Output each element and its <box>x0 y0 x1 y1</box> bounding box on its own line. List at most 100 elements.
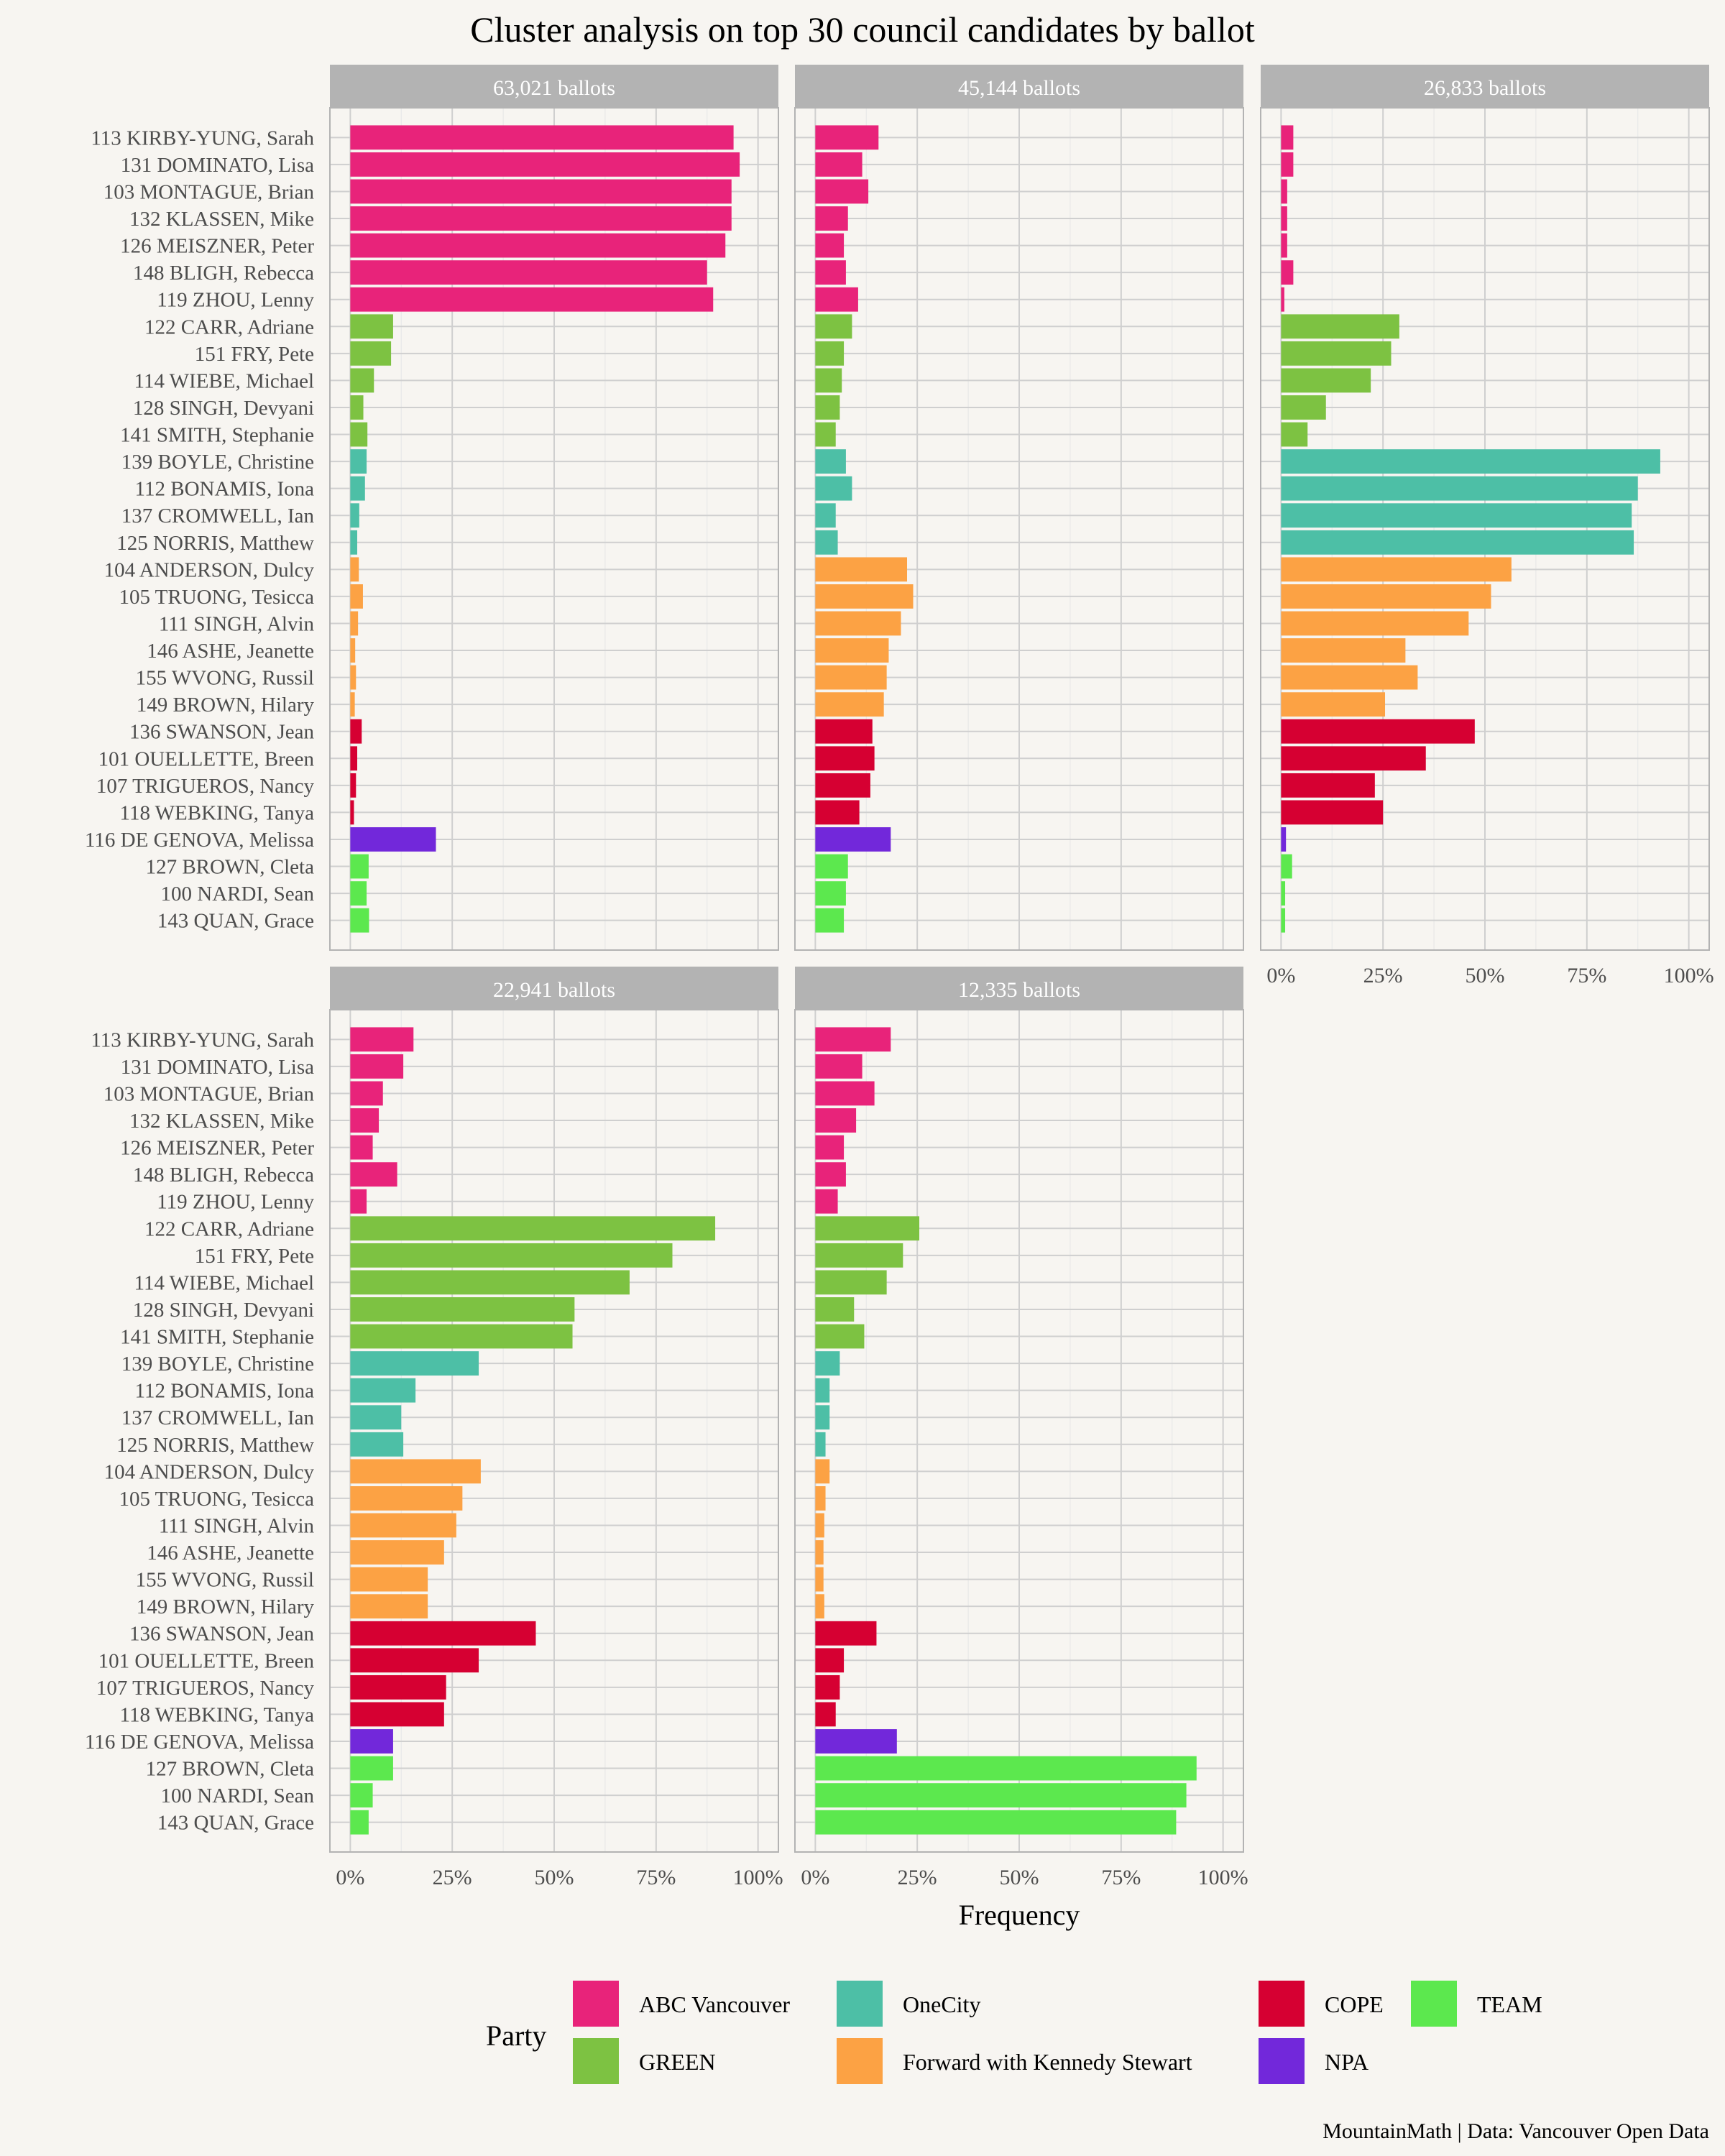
legend-key <box>1259 2038 1305 2084</box>
y-tick-label: 136 SWANSON, Jean <box>129 721 314 744</box>
x-tick-label: 50% <box>1000 1866 1039 1889</box>
bar <box>350 611 359 636</box>
bar <box>815 1378 830 1403</box>
y-tick-label: 126 MEISZNER, Peter <box>120 235 314 258</box>
y-tick-label: 112 BONAMIS, Iona <box>135 1380 315 1403</box>
bar <box>1281 314 1399 339</box>
y-tick-label: 112 BONAMIS, Iona <box>135 478 315 501</box>
bar <box>815 1540 824 1565</box>
y-tick-label: 113 KIRBY-YUNG, Sarah <box>91 126 314 149</box>
bar <box>350 1189 367 1214</box>
bar <box>1281 800 1384 825</box>
bar <box>350 665 356 690</box>
bar <box>350 287 714 312</box>
bar <box>1281 368 1371 393</box>
bar <box>815 584 914 609</box>
bar <box>350 1216 716 1241</box>
x-tick-label: 50% <box>1466 964 1505 987</box>
bar <box>815 1486 826 1511</box>
legend-title: Party <box>486 2019 546 2052</box>
bar <box>350 908 369 933</box>
bar <box>815 1108 857 1133</box>
y-tick-label: 105 TRUONG, Tesicca <box>119 586 314 609</box>
bar <box>350 1297 575 1322</box>
x-tick-label: 75% <box>636 1866 676 1889</box>
y-tick-label: 149 BROWN, Hilary <box>137 694 315 717</box>
y-tick-label: 101 OUELLETTE, Breen <box>98 1649 315 1672</box>
bar <box>815 206 848 231</box>
y-tick-label: 136 SWANSON, Jean <box>129 1623 314 1646</box>
y-tick-label: 116 DE GENOVA, Melissa <box>85 1731 314 1754</box>
bar <box>815 665 887 690</box>
bar <box>1281 449 1660 474</box>
bar <box>350 1513 456 1538</box>
legend-key <box>573 2038 619 2084</box>
bar <box>350 1674 446 1700</box>
bar <box>1281 584 1491 609</box>
legend-key <box>837 2038 883 2084</box>
facet-strip <box>795 967 1243 1010</box>
panel-border <box>794 107 1244 951</box>
bar <box>1281 881 1286 906</box>
bar <box>1281 422 1308 447</box>
bar <box>350 1378 416 1403</box>
bar <box>350 692 355 717</box>
y-tick-label: 127 BROWN, Cleta <box>146 1758 315 1781</box>
y-tick-label: 151 FRY, Pete <box>195 343 314 366</box>
legend-entry-label: COPE <box>1325 1991 1384 2017</box>
y-tick-label: 139 BOYLE, Christine <box>121 451 314 474</box>
bar <box>815 368 842 393</box>
y-tick-label: 107 TRIGUEROS, Nancy <box>96 775 315 798</box>
caption: MountainMath | Data: Vancouver Open Data <box>1322 2119 1709 2143</box>
y-tick-label: 128 SINGH, Devyani <box>133 1299 314 1322</box>
bar <box>1281 908 1286 933</box>
bar <box>815 1270 887 1295</box>
bar <box>815 827 891 852</box>
y-tick-label: 137 CROMWELL, Ian <box>121 505 315 528</box>
bar <box>1281 665 1418 690</box>
x-tick-label: 75% <box>1101 1866 1141 1889</box>
facet-panel: 12,335 ballots 0% 25% 50% 75% 100% <box>794 967 1248 1889</box>
panel-border <box>1260 107 1710 951</box>
bar <box>815 854 848 879</box>
bar <box>815 1756 1197 1781</box>
bar <box>1281 530 1634 555</box>
bar <box>815 1621 877 1646</box>
bar <box>815 125 879 150</box>
bar <box>815 287 858 312</box>
x-tick-label: 100% <box>1198 1866 1248 1889</box>
y-tick-label: 113 KIRBY-YUNG, Sarah <box>91 1028 314 1051</box>
y-tick-label: 118 WEBKING, Tanya <box>120 801 315 824</box>
bar <box>350 449 367 474</box>
facet-strip-label: 63,021 ballots <box>493 76 615 100</box>
bar <box>350 854 369 879</box>
y-tick-label: 132 KLASSEN, Mike <box>129 1110 314 1133</box>
chart-title: Cluster analysis on top 30 council candi… <box>470 9 1255 50</box>
facet-strip-label: 26,833 ballots <box>1424 76 1546 100</box>
bar <box>1281 719 1475 744</box>
y-tick-label: 131 DOMINATO, Lisa <box>121 154 314 177</box>
bar <box>815 1297 855 1322</box>
y-tick-label: 131 DOMINATO, Lisa <box>121 1056 314 1079</box>
bar <box>350 395 364 420</box>
bar <box>815 233 845 258</box>
bar <box>350 1027 414 1052</box>
bar <box>815 530 838 555</box>
y-tick-label: 149 BROWN, Hilary <box>137 1595 315 1618</box>
y-tick-label: 143 QUAN, Grace <box>157 910 314 933</box>
facet-strip-label: 22,941 ballots <box>493 978 615 1002</box>
bar <box>815 422 836 447</box>
y-tick-label: 104 ANDERSON, Dulcy <box>104 558 315 581</box>
bar <box>815 1594 824 1619</box>
x-axis-label: Frequency <box>959 1899 1080 1931</box>
facet-strip <box>330 967 778 1010</box>
bar <box>350 1783 373 1808</box>
bar <box>350 1270 630 1295</box>
bar <box>815 773 870 798</box>
bar <box>815 314 852 339</box>
y-tick-label: 137 CROMWELL, Ian <box>121 1406 315 1429</box>
bar <box>1281 692 1386 717</box>
bar <box>1281 152 1294 177</box>
bar <box>350 1432 404 1457</box>
y-tick-label: 146 ASHE, Jeanette <box>147 1542 314 1565</box>
